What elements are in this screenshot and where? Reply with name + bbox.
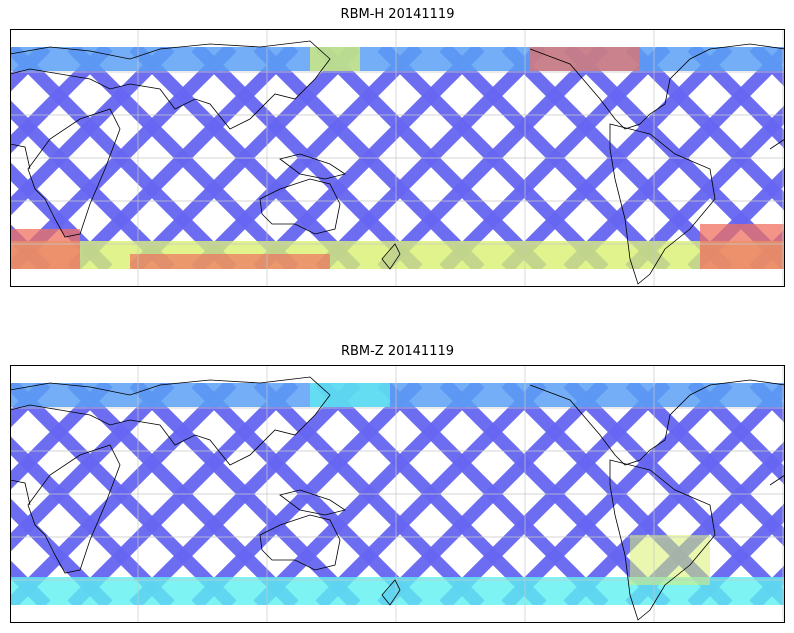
top-coastline-5 [529, 43, 785, 130]
bottom-coastline-2 [259, 514, 341, 571]
bottom-coastline-4 [381, 579, 401, 606]
top-hotspot-southwest [10, 229, 80, 269]
bottom-map-title: RBM-Z 20141119 [340, 344, 455, 359]
top-coastline-2 [259, 178, 341, 235]
bottom-coastline-0 [27, 444, 121, 574]
bottom-north-band [10, 383, 785, 407]
top-map-panel [10, 29, 785, 287]
top-hotspot-southeast [700, 224, 785, 269]
top-coastline-0 [27, 108, 121, 238]
bottom-coastline-8 [10, 479, 31, 506]
top-hotspot-north [530, 47, 640, 71]
top-coastline-6 [609, 123, 716, 285]
bottom-coastline-7 [769, 474, 785, 486]
top-map-svg [10, 29, 785, 287]
top-coastline-4 [381, 243, 401, 270]
top-map-title: RBM-H 20141119 [340, 7, 455, 22]
bottom-coastlines [10, 376, 785, 621]
top-south-band [10, 241, 785, 269]
top-hotspot-south [130, 254, 330, 269]
bottom-map-frame [10, 365, 785, 623]
top-north-band [10, 47, 785, 71]
bottom-map-panel [10, 365, 785, 623]
bottom-gridlines [10, 365, 785, 623]
top-coastline-7 [769, 138, 785, 150]
top-warm-north [310, 47, 360, 71]
top-coastline-8 [10, 143, 31, 170]
top-gridlines [10, 29, 785, 287]
bottom-cyan-north [310, 383, 390, 407]
top-coastline-3 [279, 153, 346, 180]
bottom-map-svg [10, 365, 785, 623]
bottom-coastline-6 [609, 459, 716, 621]
bottom-coastline-3 [279, 489, 346, 516]
bottom-coastline-5 [529, 379, 785, 466]
bottom-warm-southeast [630, 535, 710, 585]
top-coastlines [10, 40, 785, 285]
top-coastline-1 [10, 40, 331, 130]
bottom-coastline-1 [10, 376, 331, 466]
top-map-frame [10, 29, 785, 287]
